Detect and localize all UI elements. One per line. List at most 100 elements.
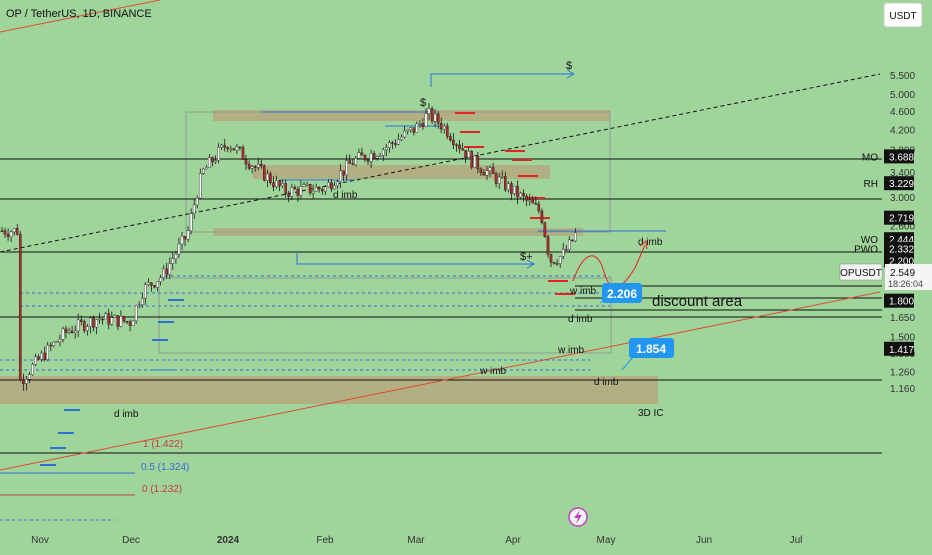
candle-bullish bbox=[143, 284, 147, 299]
candle-bullish bbox=[497, 176, 501, 184]
candle-bearish bbox=[504, 176, 507, 191]
candle-bullish bbox=[55, 341, 59, 343]
candle-bearish bbox=[525, 195, 528, 201]
candle-bullish bbox=[192, 204, 196, 214]
candle-bearish bbox=[351, 163, 355, 165]
currency-button[interactable]: USDT bbox=[883, 2, 923, 28]
candle-bearish bbox=[269, 173, 272, 183]
candle-bearish bbox=[449, 136, 452, 141]
candle-bearish bbox=[482, 172, 486, 176]
candle-bearish bbox=[439, 122, 443, 130]
candle-bearish bbox=[540, 210, 544, 223]
candle-bullish bbox=[189, 213, 193, 231]
candle-bullish bbox=[314, 186, 318, 192]
time-axis[interactable]: Nov Dec 2024 Feb Mar Apr May Jun Jul bbox=[31, 535, 802, 546]
candle-bearish bbox=[116, 315, 120, 327]
time-tick-label: Jun bbox=[696, 535, 712, 546]
candle-bullish bbox=[385, 147, 388, 151]
price-tick-label: 1.160 bbox=[890, 384, 915, 395]
candle-bearish bbox=[543, 222, 547, 237]
candle-bullish bbox=[73, 330, 77, 333]
candle-bearish bbox=[0, 230, 4, 232]
fib-0-label: 0 (1.232) bbox=[142, 484, 182, 495]
candle-bullish bbox=[568, 239, 571, 250]
candle-bearish bbox=[452, 139, 455, 146]
candle-bullish bbox=[40, 352, 43, 360]
price-tick-label: 1.650 bbox=[890, 313, 915, 324]
candle-bullish bbox=[58, 339, 62, 343]
candle-bullish bbox=[290, 187, 294, 197]
candle-bearish bbox=[153, 285, 156, 288]
candle-bearish bbox=[15, 228, 19, 235]
level-tag bbox=[884, 341, 914, 356]
candle-bearish bbox=[284, 183, 288, 194]
annotation-d-imb: d imb bbox=[114, 409, 139, 420]
candle-bullish bbox=[168, 263, 172, 275]
zones-layer bbox=[0, 110, 658, 404]
candle-bearish bbox=[82, 321, 86, 331]
candle-bullish bbox=[110, 317, 114, 325]
trendlines bbox=[0, 0, 881, 471]
candle-bullish bbox=[31, 364, 34, 375]
candle-bearish bbox=[476, 155, 480, 170]
candle-bullish bbox=[424, 113, 428, 127]
candle-bullish bbox=[378, 155, 382, 157]
annotation-discount-area: discount area bbox=[652, 293, 743, 310]
candle-bullish bbox=[9, 231, 13, 237]
candle-bullish bbox=[375, 155, 379, 159]
candle-bearish bbox=[455, 144, 458, 147]
candle-bearish bbox=[125, 321, 129, 323]
level-tag-value: 3.229 bbox=[889, 179, 914, 190]
candle-bullish bbox=[89, 317, 92, 327]
candle-bearish bbox=[22, 379, 25, 385]
level-tag bbox=[884, 210, 914, 225]
annotation-w-imb: w imb bbox=[557, 345, 585, 356]
candle-bullish bbox=[134, 305, 138, 322]
symbol-tag-price: 2.549 bbox=[890, 268, 915, 279]
fib-levels: 1 (1.422) 0.5 (1.324) 0 (1.232) bbox=[0, 439, 189, 496]
price-tick-label: 1.500 bbox=[890, 332, 915, 343]
candle-bullish bbox=[220, 144, 223, 148]
candle-bullish bbox=[369, 153, 373, 162]
candle-bullish bbox=[214, 160, 217, 163]
support-trendline bbox=[0, 291, 881, 471]
time-tick-label: Apr bbox=[505, 535, 521, 546]
annotation-d-imb: d imb bbox=[568, 314, 593, 325]
annotation-d-imb: d imb bbox=[333, 190, 358, 201]
level-tag-value: 3.688 bbox=[889, 152, 914, 163]
price-tick-label: 4.600 bbox=[890, 107, 915, 118]
candle-bearish bbox=[571, 239, 574, 242]
lightning-icon[interactable] bbox=[568, 507, 588, 527]
price-callouts: 2.206 1.854 bbox=[599, 283, 674, 371]
candle-bearish bbox=[64, 328, 68, 333]
time-tick-label: Jul bbox=[790, 535, 803, 546]
candle-bullish bbox=[156, 281, 159, 288]
candle-bearish bbox=[391, 142, 394, 144]
candle-bearish bbox=[293, 187, 297, 190]
candle-bearish bbox=[366, 159, 370, 162]
candle-bearish bbox=[211, 157, 214, 163]
candle-bearish bbox=[412, 127, 416, 133]
candle-bullish bbox=[250, 166, 254, 169]
candle-bearish bbox=[479, 168, 483, 173]
candle-bearish bbox=[296, 188, 300, 196]
candle-bullish bbox=[415, 123, 419, 133]
candle-bearish bbox=[287, 193, 291, 197]
annotation-dollar-plus: $+ bbox=[520, 251, 533, 263]
candle-bearish bbox=[516, 185, 519, 198]
candle-bullish bbox=[205, 167, 208, 170]
candle-bullish bbox=[561, 249, 565, 257]
time-tick-label: Nov bbox=[31, 535, 49, 546]
candle-bearish bbox=[263, 165, 266, 181]
annotation-w-imb: w imb bbox=[479, 366, 507, 377]
bearish-markers bbox=[40, 112, 575, 466]
symbol-tag[interactable]: OPUSDT 2.549 18:26:04 bbox=[839, 263, 932, 290]
annotations: d imb d imb d imb d imb d imb w imb w im… bbox=[114, 60, 743, 420]
candle-bullish bbox=[61, 328, 65, 340]
candle-bullish bbox=[180, 236, 184, 245]
candle-bearish bbox=[128, 321, 132, 326]
candle-bullish bbox=[467, 151, 471, 159]
candle-bearish bbox=[165, 268, 169, 275]
annotation-3d-ic: 3D IC bbox=[638, 408, 664, 419]
